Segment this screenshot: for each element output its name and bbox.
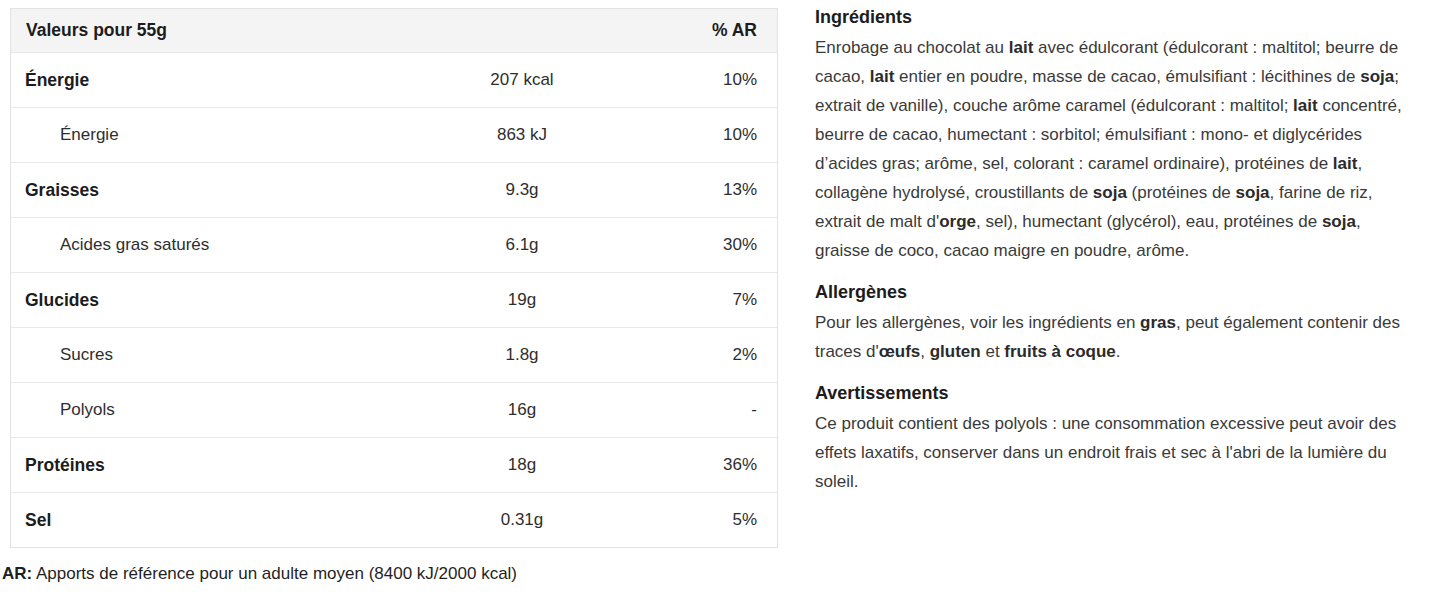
- footnote-prefix: AR:: [2, 564, 32, 583]
- table-row-acides-gras-satures: Acides gras saturés 6.1g 30%: [11, 217, 777, 272]
- allergens-text: Pour les allergènes, voir les ingrédient…: [815, 308, 1416, 366]
- row-amount: 207 kcal: [392, 70, 652, 90]
- allergens-heading: Allergènes: [815, 280, 1416, 304]
- row-amount: 6.1g: [392, 235, 652, 255]
- row-percent: 10%: [652, 70, 777, 90]
- row-amount: 863 kJ: [392, 125, 652, 145]
- nutrition-table: Valeurs pour 55g % AR Énergie 207 kcal 1…: [10, 8, 778, 548]
- row-amount: 9.3g: [392, 180, 652, 200]
- table-row-polyols: Polyols 16g -: [11, 382, 777, 437]
- row-percent: 7%: [652, 290, 777, 310]
- section-warnings: Avertissements Ce produit contient des p…: [815, 381, 1416, 496]
- row-label: Polyols: [11, 400, 392, 420]
- row-percent: 13%: [652, 180, 777, 200]
- row-percent: 5%: [652, 510, 777, 530]
- row-amount: 1.8g: [392, 345, 652, 365]
- info-pane: Ingrédients Enrobage au chocolat au lait…: [815, 5, 1416, 511]
- row-label: Énergie: [11, 125, 392, 145]
- ingredients-text: Enrobage au chocolat au lait avec édulco…: [815, 33, 1416, 265]
- row-amount: 19g: [392, 290, 652, 310]
- table-row-glucides: Glucides 19g 7%: [11, 272, 777, 327]
- table-row-proteines: Protéines 18g 36%: [11, 437, 777, 492]
- row-percent: 2%: [652, 345, 777, 365]
- table-row-graisses: Graisses 9.3g 13%: [11, 162, 777, 217]
- row-label: Sucres: [11, 345, 392, 365]
- row-amount: 16g: [392, 400, 652, 420]
- section-allergens: Allergènes Pour les allergènes, voir les…: [815, 280, 1416, 366]
- row-label: Protéines: [11, 455, 392, 476]
- reference-intake-footnote: AR: Apports de référence pour un adulte …: [2, 564, 778, 584]
- row-percent: 10%: [652, 125, 777, 145]
- table-header-percent-label: % AR: [652, 20, 777, 41]
- table-row-sel: Sel 0.31g 5%: [11, 492, 777, 547]
- row-label: Énergie: [11, 70, 392, 91]
- nutrition-table-header-row: Valeurs pour 55g % AR: [11, 9, 777, 52]
- row-amount: 18g: [392, 455, 652, 475]
- row-percent: 36%: [652, 455, 777, 475]
- footnote-text: Apports de référence pour un adulte moye…: [32, 564, 517, 583]
- table-row-sucres: Sucres 1.8g 2%: [11, 327, 777, 382]
- row-label: Glucides: [11, 290, 392, 311]
- row-percent: 30%: [652, 235, 777, 255]
- ingredients-heading: Ingrédients: [815, 5, 1416, 29]
- row-label: Sel: [11, 510, 392, 531]
- row-amount: 0.31g: [392, 510, 652, 530]
- row-label: Graisses: [11, 180, 392, 201]
- section-ingredients: Ingrédients Enrobage au chocolat au lait…: [815, 5, 1416, 265]
- product-info-page: Valeurs pour 55g % AR Énergie 207 kcal 1…: [0, 0, 1436, 596]
- table-header-values-label: Valeurs pour 55g: [11, 20, 392, 41]
- warnings-text: Ce produit contient des polyols : une co…: [815, 409, 1416, 496]
- row-percent: -: [652, 400, 777, 420]
- table-row-energie-kj: Énergie 863 kJ 10%: [11, 107, 777, 162]
- table-row-energie-kcal: Énergie 207 kcal 10%: [11, 52, 777, 107]
- warnings-heading: Avertissements: [815, 381, 1416, 405]
- nutrition-pane: Valeurs pour 55g % AR Énergie 207 kcal 1…: [2, 8, 778, 584]
- row-label: Acides gras saturés: [11, 235, 392, 255]
